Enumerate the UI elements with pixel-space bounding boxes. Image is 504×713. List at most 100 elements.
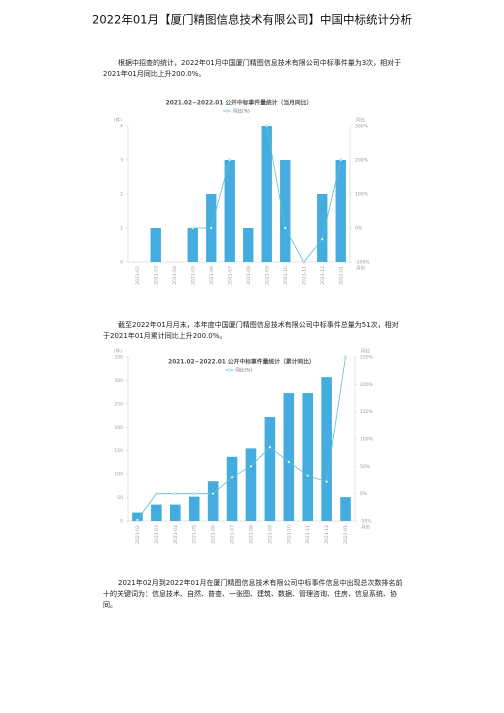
paragraph: 截至2022年01月月末，本年度中国厦门精图信息技术有限公司中标事件总量为51次… (103, 321, 399, 340)
bar (207, 481, 219, 521)
line-point (265, 124, 269, 128)
bar (283, 393, 295, 521)
y-tick-label: 0 (120, 260, 123, 266)
bar (132, 512, 143, 521)
bar (302, 393, 314, 521)
y-tick-label: 3 (120, 158, 123, 164)
bar (280, 160, 291, 262)
line-point (230, 475, 234, 479)
bar (317, 194, 328, 262)
y-tick-label: 150 (114, 448, 123, 454)
x-tick-label: 2021-08 (246, 266, 252, 285)
paragraph: 根据中招查的统计，2022年01月中国厦门精图信息技术有限公司中标事件量为3次，… (103, 59, 402, 78)
y2-axis-title: 同比 (361, 348, 370, 355)
y-tick-label: 100 (114, 472, 123, 478)
bar (340, 497, 351, 521)
y2-axis-title: 同比 (356, 117, 365, 124)
y2-tick-label: 100% (360, 437, 374, 443)
y2-tick-label: 150% (360, 409, 374, 415)
y2-tick-label: 0% (360, 491, 368, 497)
x-tick-label: 2021-09 (264, 266, 270, 285)
line-point (173, 492, 177, 496)
y-tick-label: 250 (114, 401, 123, 407)
x-tick-label: 2021-08 (248, 525, 254, 544)
x-tick-label: 2021-06 (209, 266, 215, 285)
bar (335, 160, 346, 262)
chart-title: 2021.02~2022.01 公开中标事件量统计（当月同比） (166, 99, 313, 107)
x-tick-label: 2021-04 (172, 266, 178, 285)
bar (321, 377, 332, 521)
x-tick-label: 2021-03 (153, 266, 159, 285)
x-axis-title: 月份 (361, 524, 370, 531)
line-point (320, 237, 324, 241)
bar (187, 228, 198, 262)
y2-tick-label: -100% (355, 260, 370, 266)
x-tick-label: 2022-01 (343, 525, 349, 544)
y-tick-label: 300 (114, 378, 123, 384)
x-axis-title: 月份 (356, 265, 365, 272)
bar (150, 228, 161, 262)
line-point (283, 226, 287, 230)
bar (226, 456, 238, 521)
line-point (192, 492, 196, 496)
page-title: 2022年01月【厦门精图信息技术有限公司】中国中标统计分析 (92, 13, 412, 27)
bar (169, 504, 181, 521)
line-point (154, 492, 158, 496)
y-tick-label: 4 (120, 124, 123, 130)
x-tick-label: 2021-12 (320, 266, 326, 285)
line-series (137, 356, 346, 521)
y-tick-label: 2 (120, 192, 123, 198)
legend-marker (228, 368, 231, 372)
x-tick-label: 2021-10 (286, 525, 292, 544)
y-axis-title: (件) (114, 348, 122, 355)
x-tick-label: 2021-04 (173, 525, 179, 544)
y-tick-label: 1 (120, 226, 123, 232)
y2-tick-label: 50% (360, 464, 371, 470)
y-tick-label: 350 (114, 355, 123, 361)
line-point (339, 158, 343, 162)
bar (243, 228, 254, 262)
y2-tick-label: 300% (355, 124, 369, 130)
x-tick-label: 2021-06 (211, 525, 217, 544)
legend-label: 同比(%) (236, 367, 253, 374)
x-tick-label: 2021-07 (230, 525, 236, 544)
y2-tick-label: 200% (360, 382, 374, 388)
line-point (287, 460, 291, 464)
x-tick-label: 2021-07 (227, 266, 233, 285)
x-tick-label: 2022-01 (338, 266, 344, 285)
y2-tick-label: 250% (360, 355, 374, 361)
legend-marker (225, 109, 229, 113)
line-point (325, 480, 329, 484)
x-tick-label: 2021-05 (190, 266, 196, 285)
line-point (249, 464, 253, 468)
x-tick-label: 2021-02 (135, 525, 141, 544)
y-axis-title: (件) (114, 117, 122, 124)
line-point (268, 445, 272, 449)
x-tick-label: 2021-02 (135, 266, 141, 285)
x-tick-label: 2021-09 (267, 525, 273, 544)
line-point (306, 474, 310, 478)
y2-tick-label: 100% (355, 192, 369, 198)
bar (261, 126, 272, 262)
y-tick-label: 50 (117, 495, 123, 501)
y-tick-label: 0 (120, 519, 123, 525)
y2-tick-label: 200% (355, 158, 369, 164)
bar (151, 504, 162, 521)
legend-label: 同比(%) (233, 108, 250, 115)
line-point (302, 260, 306, 264)
line-point (211, 492, 215, 496)
bar (224, 160, 235, 262)
paragraph: 2021年02月到2022年01月在厦门精图信息技术有限公司中标事件信息中出现总… (103, 579, 403, 609)
x-tick-label: 2021-10 (283, 266, 289, 285)
y2-tick-label: -50% (360, 519, 372, 525)
x-tick-label: 2021-11 (305, 525, 311, 544)
line-point (228, 158, 232, 162)
x-tick-label: 2021-05 (192, 525, 198, 544)
x-tick-label: 2021-12 (324, 525, 330, 544)
line-point (136, 518, 139, 522)
line-point (191, 226, 195, 230)
y-tick-label: 200 (114, 425, 123, 431)
chart-title: 2021.02~2022.01 公开中标事件量统计（累计同比） (168, 358, 315, 366)
